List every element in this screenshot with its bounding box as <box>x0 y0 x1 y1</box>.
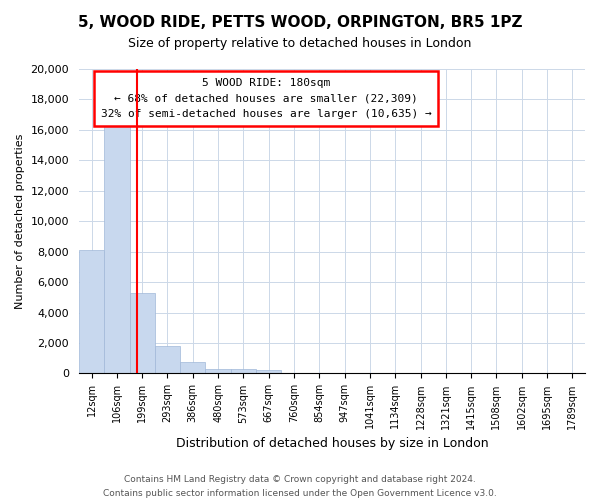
Bar <box>79 250 104 374</box>
Text: 5, WOOD RIDE, PETTS WOOD, ORPINGTON, BR5 1PZ: 5, WOOD RIDE, PETTS WOOD, ORPINGTON, BR5… <box>78 15 522 30</box>
Bar <box>155 346 180 374</box>
X-axis label: Distribution of detached houses by size in London: Distribution of detached houses by size … <box>176 437 488 450</box>
Bar <box>180 362 205 374</box>
Bar <box>130 293 155 374</box>
Bar <box>205 369 231 374</box>
Text: Contains HM Land Registry data © Crown copyright and database right 2024.
Contai: Contains HM Land Registry data © Crown c… <box>103 476 497 498</box>
Text: 5 WOOD RIDE: 180sqm
← 68% of detached houses are smaller (22,309)
32% of semi-de: 5 WOOD RIDE: 180sqm ← 68% of detached ho… <box>101 78 431 120</box>
Bar <box>104 122 130 374</box>
Text: Size of property relative to detached houses in London: Size of property relative to detached ho… <box>128 38 472 51</box>
Y-axis label: Number of detached properties: Number of detached properties <box>15 134 25 309</box>
Bar <box>256 370 281 374</box>
Bar <box>231 369 256 374</box>
